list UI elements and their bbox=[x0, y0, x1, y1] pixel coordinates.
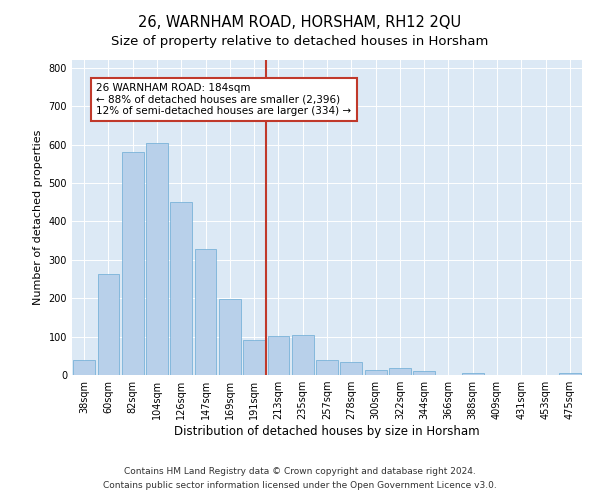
Bar bbox=[559, 372, 581, 375]
Bar bbox=[146, 144, 168, 375]
Bar bbox=[292, 334, 314, 375]
Bar bbox=[170, 202, 192, 375]
Bar bbox=[316, 360, 338, 375]
Bar bbox=[268, 336, 289, 375]
X-axis label: Distribution of detached houses by size in Horsham: Distribution of detached houses by size … bbox=[174, 425, 480, 438]
Text: Size of property relative to detached houses in Horsham: Size of property relative to detached ho… bbox=[112, 35, 488, 48]
Bar bbox=[73, 360, 95, 375]
Bar bbox=[389, 368, 411, 375]
Bar bbox=[219, 300, 241, 375]
Bar bbox=[194, 249, 217, 375]
Bar bbox=[340, 362, 362, 375]
Text: 26, WARNHAM ROAD, HORSHAM, RH12 2QU: 26, WARNHAM ROAD, HORSHAM, RH12 2QU bbox=[139, 15, 461, 30]
Text: Contains HM Land Registry data © Crown copyright and database right 2024.
Contai: Contains HM Land Registry data © Crown c… bbox=[103, 468, 497, 489]
Bar bbox=[243, 340, 265, 375]
Text: 26 WARNHAM ROAD: 184sqm
← 88% of detached houses are smaller (2,396)
12% of semi: 26 WARNHAM ROAD: 184sqm ← 88% of detache… bbox=[96, 83, 352, 116]
Y-axis label: Number of detached properties: Number of detached properties bbox=[33, 130, 43, 305]
Bar bbox=[365, 370, 386, 375]
Bar bbox=[122, 152, 143, 375]
Bar bbox=[97, 274, 119, 375]
Bar bbox=[413, 371, 435, 375]
Bar bbox=[462, 372, 484, 375]
